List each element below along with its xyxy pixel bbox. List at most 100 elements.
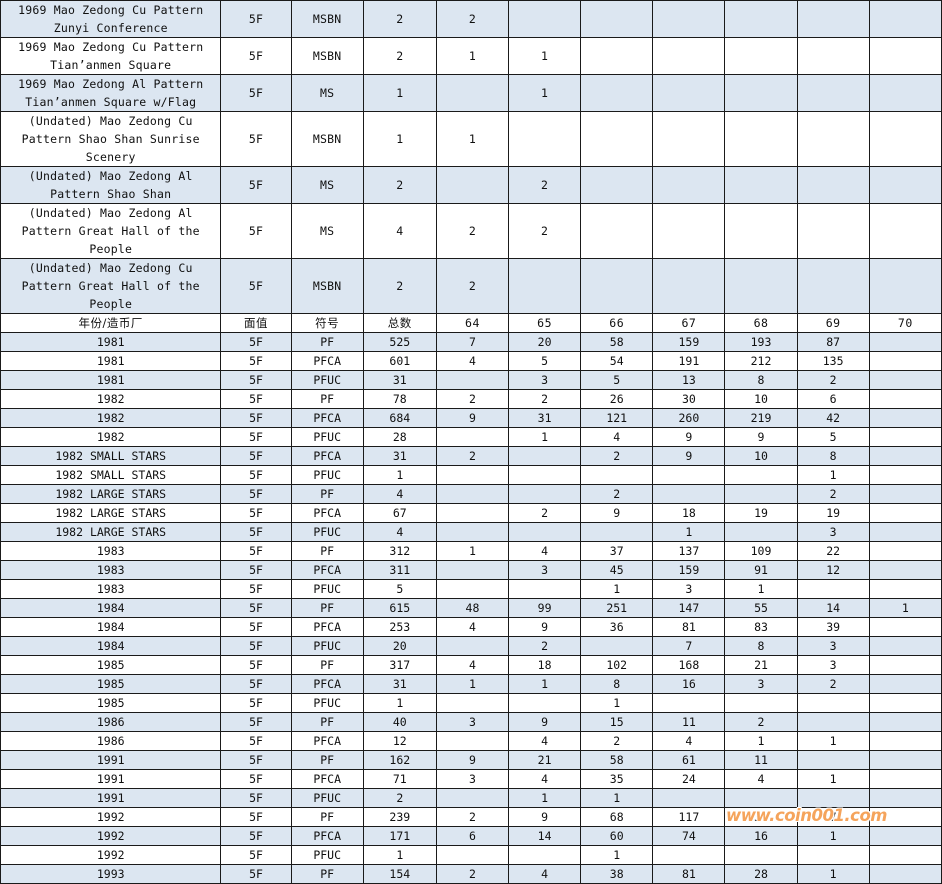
- cell-symbol: PFUC: [290, 427, 364, 447]
- cell-denomination: 5F: [220, 674, 292, 694]
- cell-total: 31: [362, 674, 437, 694]
- table-row: 1982 5F PFUC 28 1 4 9 9 5: [0, 427, 942, 447]
- table-row: (Undated) Mao Zedong Cu Pattern Shao Sha…: [0, 111, 942, 167]
- cell-name: (Undated) Mao Zedong Al Pattern Shao Sha…: [0, 166, 222, 204]
- cell-g68: [724, 111, 798, 167]
- cell-g66: 1: [580, 845, 654, 865]
- cell-g70: [868, 693, 942, 713]
- cell-g64: 3: [435, 769, 510, 789]
- cell-name: (Undated) Mao Zedong Cu Pattern Shao Sha…: [0, 111, 222, 167]
- cell-g65: 20: [508, 332, 582, 352]
- cell-g70: [868, 446, 942, 466]
- cell-g69: [796, 693, 870, 713]
- table-row: 1984 5F PFUC 20 2 7 8 3: [0, 636, 942, 656]
- cell-g67: [652, 111, 726, 167]
- cell-denomination: 5F: [220, 617, 292, 637]
- cell-g67: [652, 74, 726, 112]
- cell-g64: [435, 370, 510, 390]
- table-row: 1982 SMALL STARS 5F PFCA 31 2 2 9 10 8: [0, 446, 942, 466]
- cell-name: 1982 SMALL STARS: [0, 465, 222, 485]
- cell-g65: 9: [508, 807, 582, 827]
- cell-g69: 6: [796, 389, 870, 409]
- cell-g66: [580, 166, 654, 204]
- cell-denomination: 5F: [220, 845, 292, 865]
- cell-name: 1982: [0, 389, 222, 409]
- cell-g65: [508, 522, 582, 542]
- cell-g65: 9: [508, 617, 582, 637]
- cell-g66: 102: [580, 655, 654, 675]
- cell-g64: [435, 560, 510, 580]
- cell-g67: 9: [652, 427, 726, 447]
- cell-g67: 9: [652, 446, 726, 466]
- cell-g67: 159: [652, 560, 726, 580]
- cell-g68: 21: [724, 655, 798, 675]
- cell-denomination: 5F: [220, 351, 292, 371]
- cell-symbol: PF: [290, 807, 364, 827]
- cell-total: 2: [362, 258, 437, 314]
- cell-symbol: PF: [290, 655, 364, 675]
- cell-total: 4: [362, 203, 437, 259]
- cell-denomination: 5F: [220, 788, 292, 808]
- cell-g66: 2: [580, 446, 654, 466]
- cell-g67: [652, 788, 726, 808]
- cell-denomination: 5F: [220, 258, 292, 314]
- cell-name: 1992: [0, 807, 222, 827]
- cell-g68: [724, 74, 798, 112]
- cell-symbol: PFCA: [290, 408, 364, 428]
- cell-g64: [435, 845, 510, 865]
- cell-denomination: 5F: [220, 0, 292, 38]
- cell-g67: 7: [652, 636, 726, 656]
- cell-name: 1982: [0, 427, 222, 447]
- cell-g66: [580, 37, 654, 75]
- column-header-row: 年份/造币厂 面值 符号 总数 64 65 66 67 68 69 70: [0, 313, 942, 333]
- cell-symbol: MSBN: [290, 37, 364, 75]
- cell-name: 1982: [0, 408, 222, 428]
- cell-symbol: MSBN: [290, 258, 364, 314]
- cell-denomination: 5F: [220, 465, 292, 485]
- cell-name: 1969 Mao Zedong Cu Pattern Tian’anmen Sq…: [0, 37, 222, 75]
- table-row: 1983 5F PF 312 1 4 37 137 109 22: [0, 541, 942, 561]
- cell-name: 1982 LARGE STARS: [0, 484, 222, 504]
- cell-g66: 45: [580, 560, 654, 580]
- cell-g64: 2: [435, 807, 510, 827]
- cell-g64: 3: [435, 712, 510, 732]
- cell-g70: [868, 74, 942, 112]
- cell-symbol: PFCA: [290, 351, 364, 371]
- cell-g66: 2: [580, 484, 654, 504]
- cell-g69: [796, 37, 870, 75]
- cell-total: 2: [362, 166, 437, 204]
- cell-g67: 4: [652, 731, 726, 751]
- cell-denomination: 5F: [220, 503, 292, 523]
- cell-g70: [868, 522, 942, 542]
- cell-g69: [796, 712, 870, 732]
- table-row: 1985 5F PFCA 31 1 1 8 16 3 2: [0, 674, 942, 694]
- cell-g67: [652, 258, 726, 314]
- column-header-g64: 64: [435, 313, 510, 333]
- cell-total: 1: [362, 693, 437, 713]
- cell-g65: 1: [508, 427, 582, 447]
- cell-g67: [652, 845, 726, 865]
- cell-g64: 2: [435, 864, 510, 884]
- table-row: 1983 5F PFUC 5 1 3 1: [0, 579, 942, 599]
- cell-g69: 2: [796, 674, 870, 694]
- cell-g69: 8: [796, 446, 870, 466]
- cell-denomination: 5F: [220, 389, 292, 409]
- cell-name: 1981: [0, 370, 222, 390]
- cell-g69: 7: [796, 807, 870, 827]
- table-row: 1986 5F PFCA 12 4 2 4 1 1: [0, 731, 942, 751]
- cell-g64: 7: [435, 332, 510, 352]
- column-header-g65: 65: [508, 313, 582, 333]
- cell-total: 1: [362, 845, 437, 865]
- cell-denomination: 5F: [220, 598, 292, 618]
- cell-g69: 1: [796, 769, 870, 789]
- cell-g70: [868, 166, 942, 204]
- cell-name: 1991: [0, 750, 222, 770]
- cell-g65: 5: [508, 351, 582, 371]
- cell-g64: 6: [435, 826, 510, 846]
- cell-g70: [868, 579, 942, 599]
- cell-g69: 3: [796, 655, 870, 675]
- cell-g67: 18: [652, 503, 726, 523]
- column-header-g66: 66: [580, 313, 654, 333]
- cell-total: 171: [362, 826, 437, 846]
- cell-total: 20: [362, 636, 437, 656]
